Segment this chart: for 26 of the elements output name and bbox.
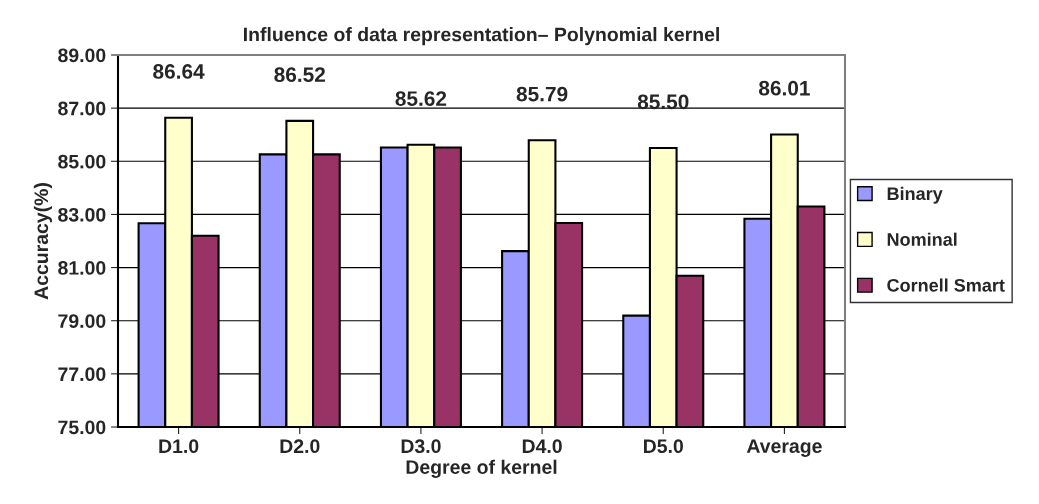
chart-title: Influence of data representation– Polynomial kernel — [244, 27, 719, 46]
x-tick-label: D4.0 — [522, 439, 562, 454]
x-tick-label: Average — [746, 439, 822, 457]
y-tick-label: 83.00 — [58, 207, 106, 222]
x-tick-label: D1.0 — [159, 439, 199, 454]
data-label: 85.62 — [395, 91, 447, 106]
y-tick-label: 77.00 — [58, 367, 106, 382]
y-tick-label: 79.00 — [58, 314, 106, 328]
legend-label: Nominal — [887, 232, 957, 246]
y-tick-label: 89.00 — [58, 48, 106, 63]
y-tick-label: 87.00 — [58, 101, 106, 116]
x-tick-label: D5.0 — [644, 439, 683, 454]
data-label: 86.64 — [153, 64, 205, 79]
y-tick-label: 81.00 — [58, 261, 106, 275]
data-label: 85.50 — [637, 94, 689, 110]
data-label: 86.01 — [759, 80, 810, 96]
data-label: 85.79 — [516, 86, 568, 102]
data-label: 86.52 — [274, 67, 325, 83]
x-tick-label: D2.0 — [280, 439, 320, 454]
y-tick-label: 85.00 — [58, 154, 106, 169]
legend-label: Binary — [887, 186, 943, 204]
legend-label: Cornell Smart — [887, 278, 1005, 292]
y-tick-label: 75.00 — [58, 420, 106, 435]
y-axis-title: Accuracy(%) — [33, 183, 52, 300]
x-axis-title: Degree of kernel — [406, 459, 557, 478]
x-tick-label: D3.0 — [401, 439, 441, 454]
